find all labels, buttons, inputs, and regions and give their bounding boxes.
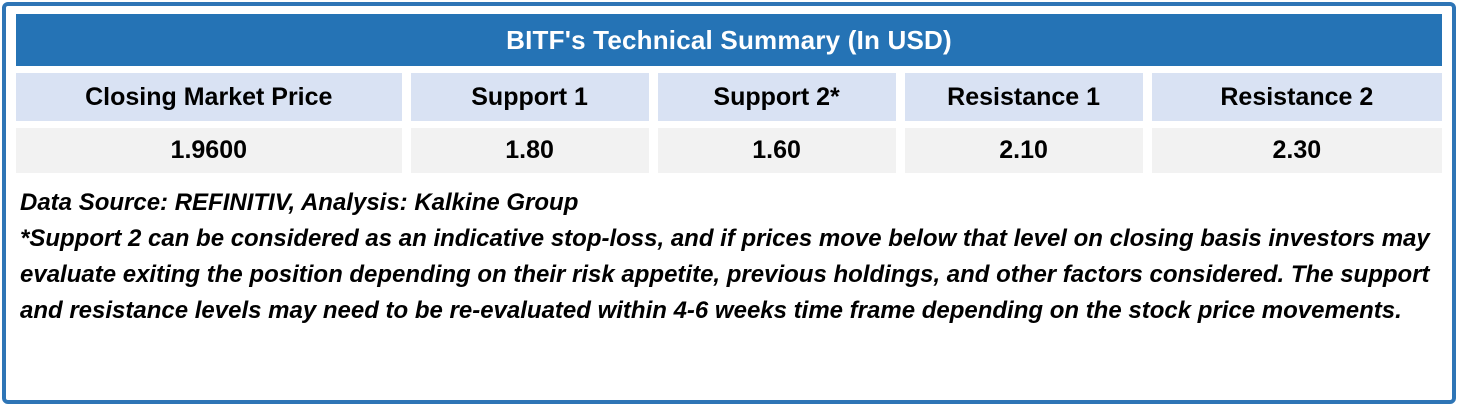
table-header-row: Closing Market Price Support 1 Support 2… [16,73,1442,121]
data-source-note: Data Source: REFINITIV, Analysis: Kalkin… [20,189,579,216]
table-value-row: 1.9600 1.80 1.60 2.10 2.30 [16,128,1442,173]
closing-market-price-value: 1.9600 [16,128,402,173]
support-1-value: 1.80 [410,128,649,173]
column-header-support-2: Support 2* [657,73,896,121]
support-2-disclaimer: *Support 2 can be considered as an indic… [20,225,1430,324]
column-header-closing-market-price: Closing Market Price [16,73,402,121]
table-title: BITF's Technical Summary (In USD) [16,14,1442,66]
column-header-support-1: Support 1 [410,73,649,121]
footnotes: Data Source: REFINITIV, Analysis: Kalkin… [16,185,1442,329]
support-2-value: 1.60 [657,128,896,173]
resistance-2-value: 2.30 [1151,128,1442,173]
resistance-1-value: 2.10 [904,128,1143,173]
column-header-resistance-1: Resistance 1 [904,73,1143,121]
column-header-resistance-2: Resistance 2 [1151,73,1442,121]
